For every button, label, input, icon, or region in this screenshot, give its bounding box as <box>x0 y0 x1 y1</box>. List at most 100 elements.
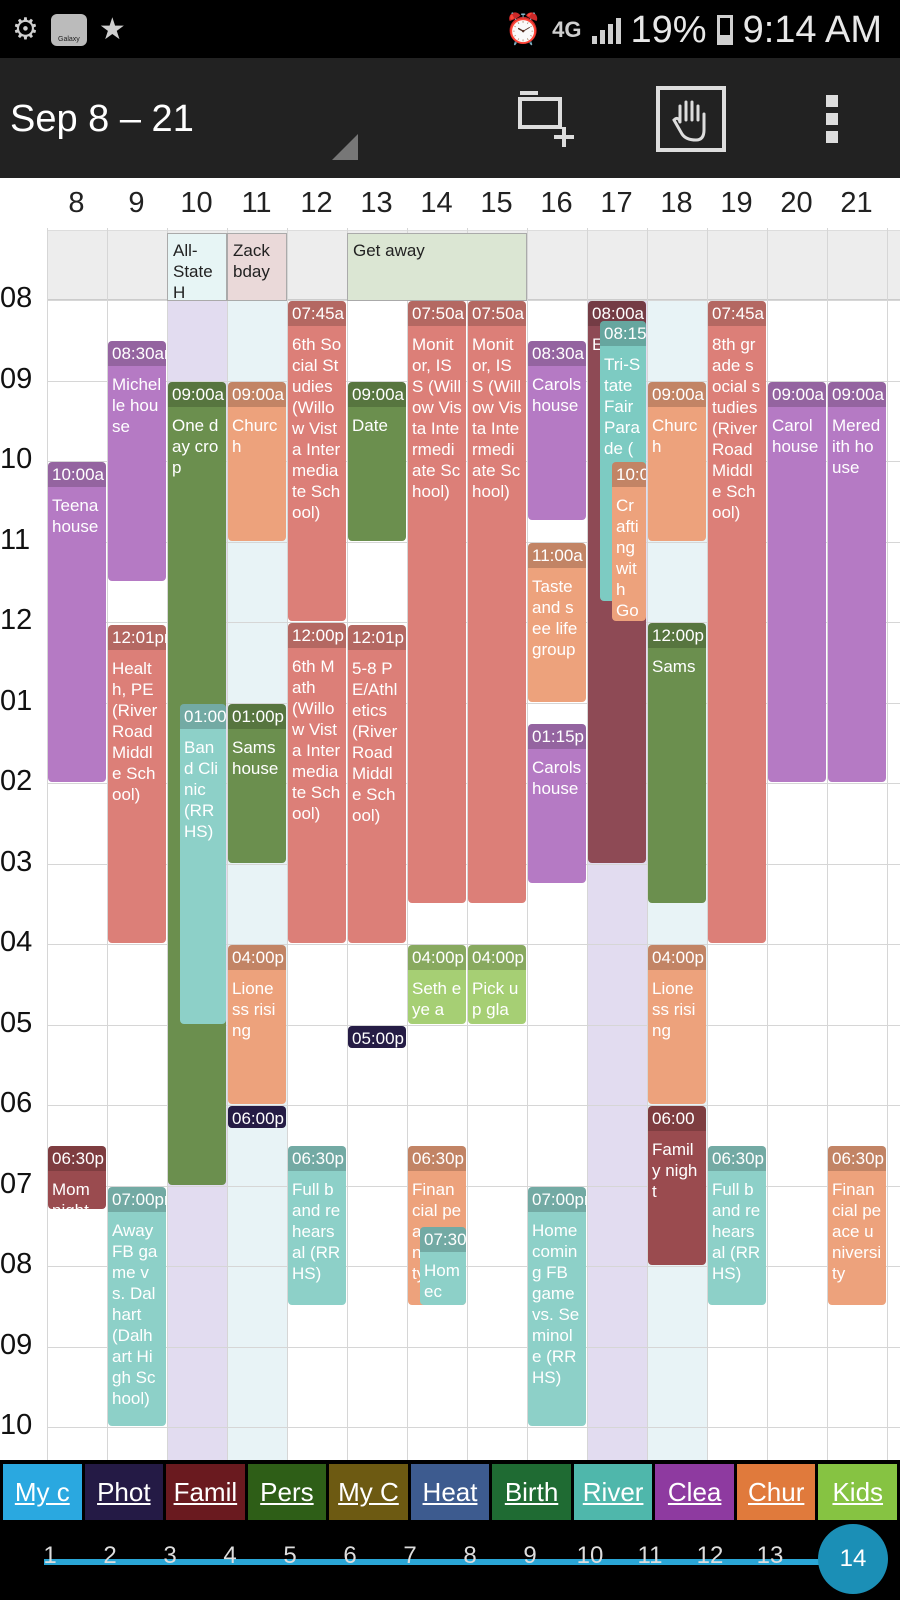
calendar-event[interactable]: 01:15p Carols house <box>528 723 586 883</box>
calendar-tab[interactable]: River <box>573 1464 653 1520</box>
calendar-event[interactable]: 05:00p <box>348 1025 406 1048</box>
day-header[interactable]: 16 <box>540 187 573 219</box>
hour-divider <box>47 1266 900 1267</box>
calendar-event[interactable]: 07:50a Monitor, ISS (Willow Vista Interme… <box>408 301 466 903</box>
calendar-event[interactable]: 07:50a Monitor, ISS (Willow Vista Interme… <box>468 301 526 903</box>
day-header[interactable]: 12 <box>300 187 333 219</box>
hour-label: 01 <box>0 684 33 717</box>
status-right-icons: ⏰ 4G 19% 9:14 AM <box>505 8 882 52</box>
calendar-event[interactable]: 11:00a Taste and see life group <box>528 542 586 702</box>
calendar-event[interactable]: 07:30 Homec <box>420 1226 466 1306</box>
event-title: Monitor, ISS (Willow Vista Intermediate … <box>472 335 522 501</box>
event-time: 04:00p <box>228 945 286 970</box>
calendar-event[interactable]: 07:45a 6th Social Studies (Willow Vista I… <box>288 301 346 621</box>
calendar-event[interactable]: 12:01pm Health, PE (River Road Middle Sch… <box>108 624 166 943</box>
calendar-event[interactable]: 04:00p Seth eye a <box>408 945 466 1024</box>
week-count-label[interactable]: 1 <box>43 1542 57 1569</box>
day-header[interactable]: 9 <box>128 187 145 219</box>
day-header[interactable]: 14 <box>420 187 453 219</box>
week-count-slider[interactable]: 1 2 3 4 5 6 7 8 9 10 11 12 13 14 <box>0 1520 900 1600</box>
calendar-event[interactable]: 09:00a Church <box>228 381 286 541</box>
calendar-event[interactable]: 10:0 Crafting with Go <box>612 462 646 621</box>
week-count-label[interactable]: 12 <box>696 1542 724 1569</box>
calendar-event[interactable]: 04:00p Lioness rising <box>648 945 706 1104</box>
calendar-event[interactable]: 04:00p Lioness rising <box>228 945 286 1104</box>
add-event-button[interactable] <box>512 86 582 152</box>
calendar-event[interactable]: 01:00p Sams house <box>228 703 286 863</box>
calendar-tab[interactable]: Chur <box>736 1464 816 1520</box>
day-header[interactable]: 21 <box>840 187 873 219</box>
calendar-tab[interactable]: Birth <box>492 1464 571 1520</box>
week-count-label[interactable]: 8 <box>463 1542 477 1569</box>
calendar-event[interactable]: 04:00p Pick up gla <box>468 945 526 1024</box>
calendar-event[interactable]: 08:30am Michelle house <box>108 341 166 581</box>
event-time: 07:45a <box>288 301 346 326</box>
calendar-event[interactable]: 08:30a Carols house <box>528 341 586 521</box>
calendar-tab[interactable]: My c <box>3 1464 82 1520</box>
week-count-label[interactable]: 7 <box>403 1542 417 1569</box>
calendar-event[interactable]: 09:00a Church <box>648 381 706 541</box>
hour-label: 09 <box>0 1328 33 1361</box>
event-time: 12:01p <box>348 624 406 650</box>
star-icon: ★ <box>98 13 126 46</box>
calendar-tab[interactable]: My C <box>329 1464 408 1520</box>
calendar-event[interactable]: 12:00p 6th Math (Willow Vista Intermediat… <box>288 623 346 943</box>
event-time: 08:30a <box>528 341 586 367</box>
hour-label: 10 <box>0 1409 33 1441</box>
calendar-event[interactable]: 07:45a 8th grade social studies (River Ro… <box>708 301 766 943</box>
day-header[interactable]: 18 <box>660 187 693 219</box>
calendar-tab[interactable]: Kids <box>818 1464 898 1520</box>
day-header[interactable]: 17 <box>600 187 633 219</box>
calendar-event[interactable]: 06:30p Full band rehearsal (RRHS) <box>288 1146 346 1306</box>
calendar-event[interactable]: 06:00p <box>228 1106 286 1129</box>
week-count-label[interactable]: 6 <box>343 1542 357 1569</box>
calendar-event[interactable]: 07:00pm Homecoming FB game vs. Seminole (… <box>528 1186 586 1426</box>
calendar-event[interactable]: 01:00 Band Clinic (RRHS) <box>180 703 226 1024</box>
day-header[interactable]: 19 <box>720 187 753 219</box>
calendar-event[interactable]: 10:00a Teena house <box>48 462 106 782</box>
overflow-menu-icon[interactable] <box>812 86 852 152</box>
day-header[interactable]: 8 <box>68 187 85 219</box>
day-header[interactable]: 15 <box>480 187 513 219</box>
day-header[interactable]: 11 <box>241 187 272 219</box>
day-header[interactable]: 20 <box>780 187 813 219</box>
week-count-label[interactable]: 3 <box>163 1542 177 1569</box>
day-divider <box>47 228 48 1460</box>
date-range-dropdown-icon[interactable] <box>332 134 358 160</box>
calendar-tab[interactable]: Heat <box>410 1464 490 1520</box>
calendar-event[interactable]: 06:00 Family night <box>648 1106 706 1265</box>
all-day-event[interactable]: Get away <box>347 233 527 301</box>
week-count-label[interactable]: 11 <box>637 1542 663 1569</box>
week-count-label[interactable]: 5 <box>283 1542 297 1569</box>
calendar-event[interactable]: 12:00p Sams <box>648 623 706 903</box>
calendar-tab[interactable]: Famil <box>166 1464 245 1520</box>
calendar-event[interactable]: 09:00a Carol house <box>768 381 826 782</box>
day-header[interactable]: 13 <box>360 187 393 219</box>
calendar-event[interactable]: 06:30p Mom night <box>48 1146 106 1209</box>
week-count-label[interactable]: 2 <box>103 1542 117 1569</box>
calendar-event[interactable]: 06:30p Full band rehearsal (RRHS) <box>708 1146 766 1306</box>
day-header[interactable]: 10 <box>180 187 213 219</box>
calendar-event[interactable]: 09:00a Date <box>348 381 406 541</box>
all-day-event[interactable]: Zack bday <box>227 233 287 301</box>
drag-mode-button[interactable] <box>656 86 726 152</box>
calendar-event[interactable]: 12:01p 5-8 PE/Athletics (River Road Middl… <box>348 624 406 943</box>
calendar-tab[interactable]: Phot <box>84 1464 164 1520</box>
week-count-label[interactable]: 4 <box>223 1542 237 1569</box>
week-count-label[interactable]: 9 <box>523 1542 537 1569</box>
week-slider-track[interactable] <box>44 1559 856 1565</box>
calendar-event[interactable]: 09:00a Meredith house <box>828 381 886 782</box>
event-time: 09:00a <box>228 381 286 407</box>
calendar-tab[interactable]: Clea <box>655 1464 734 1520</box>
week-count-label[interactable]: 10 <box>576 1542 604 1569</box>
week-count-label[interactable]: 13 <box>756 1542 784 1569</box>
date-range-title[interactable]: Sep 8 – 21 <box>10 98 194 140</box>
calendar-tab[interactable]: Pers <box>247 1464 327 1520</box>
event-time: 10:0 <box>612 462 646 487</box>
all-day-event[interactable]: All-State H <box>167 233 227 301</box>
calendar-event[interactable]: 07:00pm Away FB game vs. Dalhart (Dalhart… <box>108 1186 166 1426</box>
week-slider-thumb[interactable]: 14 <box>818 1524 888 1594</box>
event-time: 06:30p <box>48 1146 106 1172</box>
calendar-event[interactable]: 06:30p Financial peace university <box>828 1146 886 1306</box>
hour-divider <box>47 1024 900 1026</box>
